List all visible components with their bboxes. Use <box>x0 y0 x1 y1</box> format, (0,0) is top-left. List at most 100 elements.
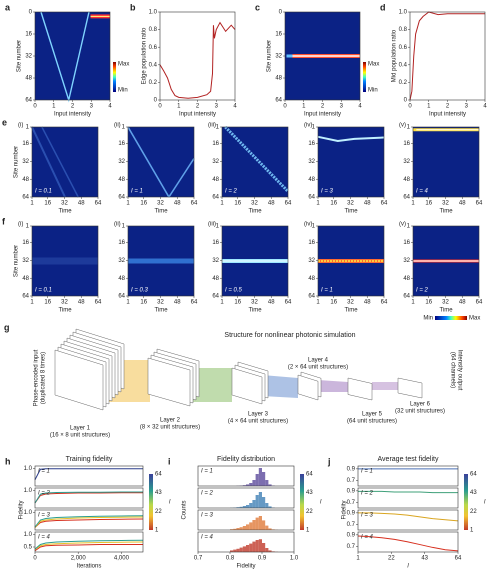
x-tick-label: 1 <box>427 104 431 110</box>
plot-frame <box>357 465 459 487</box>
colorbar-tick: 22 <box>470 509 477 515</box>
x-axis-label: Time <box>248 209 262 215</box>
x-tick-label: 1 <box>177 104 181 110</box>
y-tick-label: 1 <box>122 125 126 131</box>
layer-size: (4 × 64 unit structures) <box>228 419 288 425</box>
y-tick-label: 48 <box>212 276 219 282</box>
y-axis-label: Fidelity <box>342 500 348 519</box>
plot-frame <box>34 531 144 553</box>
x-tick-label: 32 <box>61 300 68 306</box>
colorbar-tick: 43 <box>306 490 313 496</box>
y-tick-label: 48 <box>118 276 125 282</box>
layer-name: Layer 1 <box>70 426 91 432</box>
panel-label: j <box>327 456 331 466</box>
y-tick-label: 64 <box>22 294 29 300</box>
y-axis-label: Site number <box>267 40 273 72</box>
y-tick-label: 1 <box>26 224 30 230</box>
y-tick-label: 16 <box>118 240 125 246</box>
x-tick-label: 1 <box>411 300 415 306</box>
heatmap-feature <box>168 158 195 198</box>
x-tick-label: 64 <box>285 300 292 306</box>
panel-label: h <box>5 456 11 466</box>
annotation: I = 4 <box>416 189 429 195</box>
histogram-bar <box>249 503 253 508</box>
histogram-bar <box>246 524 250 530</box>
x-tick-label: 43 <box>421 556 428 562</box>
x-tick-label: 16 <box>234 300 241 306</box>
y-tick-label: 16 <box>308 240 315 246</box>
x-tick-label: 2 <box>196 104 200 110</box>
annotation: I = 1 <box>201 469 213 475</box>
x-axis-label: l <box>407 564 409 570</box>
annotation: I = 1 <box>131 189 143 195</box>
heatmap-feature <box>31 126 66 198</box>
histogram-bar <box>262 543 266 552</box>
x-tick-label: 3 <box>215 104 219 110</box>
y-axis-label: Counts <box>182 500 188 519</box>
x-tick-label: 64 <box>95 300 102 306</box>
histogram-bar <box>255 474 259 486</box>
series-line <box>34 518 144 528</box>
colorbar <box>363 62 366 92</box>
y-tick-label: 1.0 <box>24 510 33 516</box>
series-line <box>358 490 458 494</box>
histogram-bar <box>268 484 272 486</box>
plot-frame <box>31 225 99 297</box>
layer-size: (32 unit structures) <box>395 409 445 415</box>
x-tick-label: 1.0 <box>290 556 299 562</box>
histogram-bar <box>246 545 250 552</box>
plot-frame <box>34 509 144 531</box>
y-tick-label: 32 <box>403 159 410 165</box>
plot-frame <box>412 225 480 297</box>
histogram-bar <box>258 516 262 530</box>
x-tick-label: 1 <box>52 104 56 110</box>
histogram-bar <box>262 472 266 486</box>
series-line <box>34 492 143 504</box>
layer-connection <box>262 375 298 398</box>
colorbar <box>435 316 467 320</box>
series-line <box>34 491 143 504</box>
x-tick-label: 16 <box>234 201 241 207</box>
y-tick-label: 32 <box>308 159 315 165</box>
x-axis-label: Input intensity <box>179 112 216 118</box>
layer-size: (16 × 8 unit structures) <box>50 433 110 439</box>
histogram-bar <box>233 528 237 530</box>
x-tick-label: 64 <box>191 300 198 306</box>
panel-label: e <box>2 117 7 127</box>
x-tick-label: 0 <box>33 104 37 110</box>
histogram-bar <box>236 528 240 530</box>
x-tick-label: 1 <box>411 201 415 207</box>
x-tick-label: 64 <box>95 201 102 207</box>
y-tick-label: 0.9 <box>347 532 356 538</box>
x-tick-label: 2 <box>446 104 450 110</box>
x-tick-label: 0.8 <box>226 556 235 562</box>
plot-frame <box>197 531 295 553</box>
subpanel-label: (v) <box>399 222 406 228</box>
annotation: I = 4 <box>201 535 214 541</box>
y-tick-label: 64 <box>212 294 219 300</box>
x-tick-label: 48 <box>174 201 181 207</box>
x-axis-label: Input intensity <box>304 112 341 118</box>
series-line <box>34 516 144 528</box>
x-tick-label: 32 <box>251 300 258 306</box>
colorbar-tick: 43 <box>470 490 477 496</box>
histogram-bar <box>242 485 246 486</box>
histogram-bar <box>249 522 253 530</box>
x-axis-label: Time <box>154 209 168 215</box>
layer-connection <box>372 382 398 390</box>
heatmap <box>128 127 194 197</box>
series-line <box>34 539 144 550</box>
histogram-bar <box>239 527 243 530</box>
y-tick-label: 16 <box>22 141 29 147</box>
annotation: I = 3 <box>201 513 214 519</box>
plot-frame <box>357 509 459 531</box>
annotation: I = 1 <box>361 469 373 475</box>
plot-frame <box>197 509 295 531</box>
colorbar-label: Max <box>118 62 129 68</box>
heatmap-feature <box>127 126 170 198</box>
histogram-bar <box>230 550 234 552</box>
y-tick-label: 1 <box>26 125 30 131</box>
x-tick-label: 0.9 <box>258 556 267 562</box>
layer-plate <box>397 377 423 399</box>
colorbar-tick: 22 <box>155 509 162 515</box>
